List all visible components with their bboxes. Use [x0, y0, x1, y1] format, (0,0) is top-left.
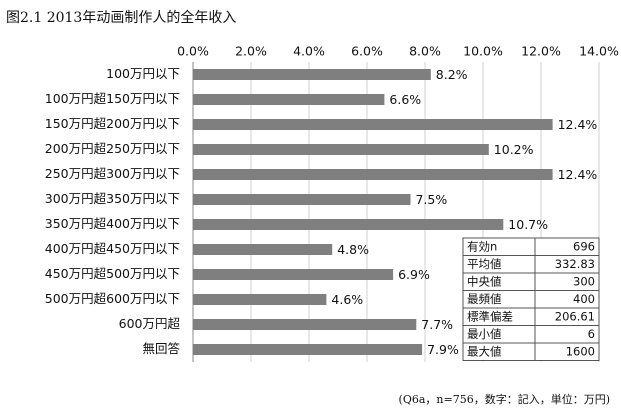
- y-tick-label: 350万円超400万円以下: [45, 216, 180, 231]
- bar: [193, 69, 431, 80]
- table-cell: 300: [573, 274, 595, 288]
- y-tick-label: 無回答: [142, 341, 180, 356]
- bar: [193, 144, 489, 155]
- bar: [193, 219, 504, 230]
- x-tick-label: 10.0%: [463, 44, 503, 59]
- stats-table: [462, 237, 600, 361]
- table-cell: 400: [573, 292, 595, 306]
- x-tick-label: 0.0%: [177, 44, 209, 59]
- bar: [193, 194, 411, 205]
- data-label: 4.6%: [331, 292, 363, 307]
- x-tick-label: 8.0%: [409, 44, 441, 59]
- data-label: 8.2%: [436, 67, 468, 82]
- y-tick-label: 500万円超600万円以下: [45, 291, 180, 306]
- data-label: 10.2%: [494, 142, 534, 157]
- bar: [193, 294, 327, 305]
- footnote: (Q6a，n=756，数字：記入，単位：万円): [399, 392, 610, 406]
- x-tick-label: 12.0%: [521, 44, 561, 59]
- table-cell: 最頻値: [467, 292, 502, 306]
- data-label: 6.9%: [398, 267, 430, 282]
- x-tick-label: 6.0%: [351, 44, 383, 59]
- y-tick-label: 600万円超: [119, 316, 181, 331]
- y-tick-label: 400万円超450万円以下: [45, 241, 180, 256]
- y-tick-label: 300万円超350万円以下: [45, 191, 180, 206]
- y-tick-label: 150万円超200万円以下: [45, 116, 180, 131]
- x-tick-label: 4.0%: [293, 44, 325, 59]
- y-tick-label: 250万円超300万円以下: [45, 166, 180, 181]
- table-cell: 有効n: [467, 239, 497, 253]
- data-label: 10.7%: [508, 217, 548, 232]
- table-cell: 中央値: [467, 274, 502, 288]
- data-label: 7.7%: [421, 317, 453, 332]
- bar: [193, 319, 417, 330]
- y-tick-label: 200万円超250万円以下: [45, 141, 180, 156]
- bar: [193, 244, 333, 255]
- bar: [193, 269, 394, 280]
- table-cell: 696: [573, 239, 595, 253]
- y-tick-label: 100万円超150万円以下: [45, 91, 180, 106]
- y-tick-label: 100万円以下: [106, 66, 180, 81]
- table-cell: 206.61: [555, 309, 595, 323]
- data-label: 7.9%: [427, 342, 459, 357]
- bar: [193, 119, 553, 130]
- y-tick-label: 450万円超500万円以下: [45, 266, 180, 281]
- table-cell: 平均値: [467, 257, 502, 271]
- bar: [193, 344, 423, 355]
- chart-title: 图2.1 2013年动画制作人的全年收入: [6, 9, 236, 26]
- table-cell: 1600: [566, 344, 595, 358]
- table-cell: 最小値: [467, 327, 502, 341]
- data-label: 6.6%: [389, 92, 421, 107]
- x-tick-label: 2.0%: [235, 44, 267, 59]
- data-label: 4.8%: [337, 242, 369, 257]
- x-tick-label: 14.0%: [579, 44, 619, 59]
- data-label: 12.4%: [558, 167, 598, 182]
- data-label: 7.5%: [416, 192, 448, 207]
- bar: [193, 169, 553, 180]
- bar: [193, 94, 385, 105]
- table-cell: 6: [588, 327, 595, 341]
- table-cell: 最大値: [467, 344, 502, 358]
- data-label: 12.4%: [558, 117, 598, 132]
- table-cell: 標準偏差: [467, 309, 513, 323]
- table-cell: 332.83: [555, 257, 595, 271]
